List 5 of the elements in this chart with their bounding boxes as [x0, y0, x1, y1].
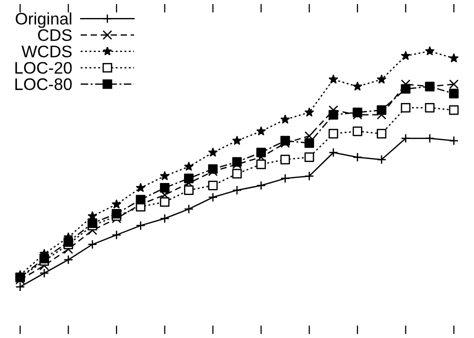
legend-label: WCDS	[22, 46, 72, 58]
legend-label: LOC-80	[15, 78, 72, 90]
legend-label: LOC-20	[15, 62, 72, 74]
legend-label: CDS	[38, 29, 72, 41]
legend-label: Original	[16, 12, 72, 28]
